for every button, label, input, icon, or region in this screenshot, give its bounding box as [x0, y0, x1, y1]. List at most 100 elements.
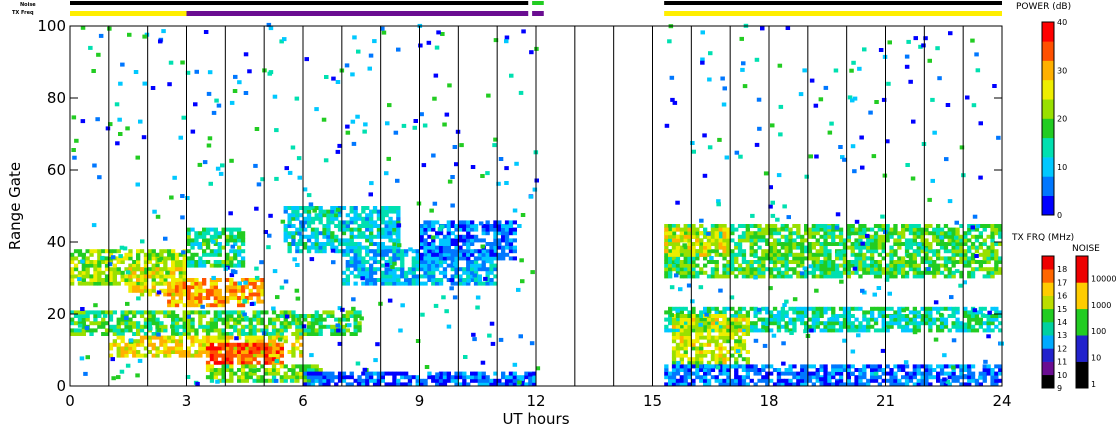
echo-cell — [213, 288, 218, 293]
echo-cell — [838, 263, 844, 268]
echo-cell — [454, 375, 459, 380]
echo-cell — [823, 382, 828, 387]
echo-cell — [186, 303, 191, 308]
echo-cell — [303, 375, 308, 380]
echo-cell — [854, 263, 859, 268]
echo-cell — [271, 321, 277, 326]
echo-cell — [450, 260, 455, 264]
echo-cell — [462, 278, 467, 282]
echo-cell — [427, 267, 432, 272]
echo-cell — [726, 375, 731, 380]
echo-cell — [734, 150, 740, 155]
echo-cell — [730, 346, 735, 351]
echo-cell — [792, 260, 797, 264]
echo-cell — [691, 260, 696, 264]
echo-cell — [974, 52, 979, 57]
echo-cell — [970, 242, 976, 246]
echo-cell — [730, 263, 735, 268]
echo-cell — [256, 317, 261, 322]
echo-cell — [178, 335, 183, 340]
echo-cell — [703, 317, 708, 322]
echo-cell — [916, 314, 922, 319]
echo-cell — [664, 245, 669, 250]
echo-cell — [295, 209, 300, 214]
echo-cell — [866, 249, 871, 254]
echo-cell — [330, 371, 335, 376]
echo-cell — [532, 371, 537, 376]
echo-cell — [873, 371, 879, 376]
echo-cell — [139, 310, 145, 315]
echo-cell — [695, 314, 700, 318]
echo-cell — [237, 346, 242, 351]
echo-cell — [136, 310, 141, 315]
echo-cell — [481, 238, 486, 243]
echo-cell — [229, 292, 234, 297]
echo-cell — [893, 321, 898, 326]
echo-cell — [722, 335, 727, 340]
echo-cell — [151, 274, 156, 279]
echo-cell — [714, 249, 719, 254]
echo-cell — [683, 353, 688, 358]
echo-cell — [372, 220, 378, 225]
echo-cell — [881, 97, 887, 102]
echo-cell — [423, 263, 428, 268]
echo-cell — [466, 227, 471, 232]
echo-cell — [483, 276, 488, 281]
echo-cell — [415, 263, 420, 268]
echo-cell — [190, 281, 195, 286]
echo-cell — [85, 270, 90, 275]
echo-cell — [400, 270, 405, 275]
echo-cell — [220, 163, 225, 168]
echo-cell — [81, 278, 86, 282]
echo-cell — [70, 328, 75, 333]
echo-cell — [889, 306, 894, 311]
echo-cell — [955, 242, 960, 246]
echo-cell — [734, 360, 739, 365]
echo-cell — [959, 252, 964, 257]
echo-cell — [885, 306, 890, 311]
echo-cell — [341, 242, 347, 246]
echo-cell — [326, 213, 331, 218]
echo-cell — [741, 234, 747, 239]
echo-cell — [345, 281, 350, 286]
echo-cell — [163, 292, 168, 297]
echo-cell — [112, 270, 117, 275]
echo-cell — [829, 121, 834, 126]
echo-cell — [893, 231, 898, 236]
echo-cell — [757, 368, 762, 372]
echo-cell — [139, 328, 145, 333]
echo-cell — [827, 382, 832, 387]
echo-cell — [143, 324, 149, 329]
echo-cell — [683, 317, 688, 322]
echo-cell — [353, 310, 358, 315]
echo-cell — [380, 274, 385, 279]
echo-cell — [225, 263, 230, 268]
echo-cell — [706, 234, 712, 239]
echo-cell — [943, 256, 949, 261]
echo-cell — [769, 371, 774, 376]
echo-cell — [691, 270, 696, 275]
echo-cell — [252, 278, 257, 282]
echo-cell — [213, 263, 218, 268]
echo-cell — [811, 375, 816, 380]
echo-cell — [726, 274, 731, 279]
echo-cell — [862, 224, 867, 228]
echo-cell — [240, 353, 246, 358]
echo-cell — [703, 245, 708, 250]
echo-cell — [970, 227, 976, 232]
echo-cell — [838, 321, 844, 326]
echo-cell — [458, 238, 463, 243]
echo-cell — [668, 317, 673, 322]
echo-cell — [714, 274, 719, 279]
echo-cell — [807, 371, 813, 376]
echo-cell — [745, 382, 750, 387]
echo-cell — [372, 267, 378, 272]
echo-cell — [835, 314, 840, 318]
echo-cell — [233, 252, 238, 257]
echo-cell — [237, 350, 242, 354]
echo-cell — [978, 234, 983, 239]
echo-cell — [481, 371, 486, 376]
echo-cell — [213, 242, 218, 246]
echo-cell — [970, 324, 976, 329]
echo-cell — [108, 328, 114, 333]
